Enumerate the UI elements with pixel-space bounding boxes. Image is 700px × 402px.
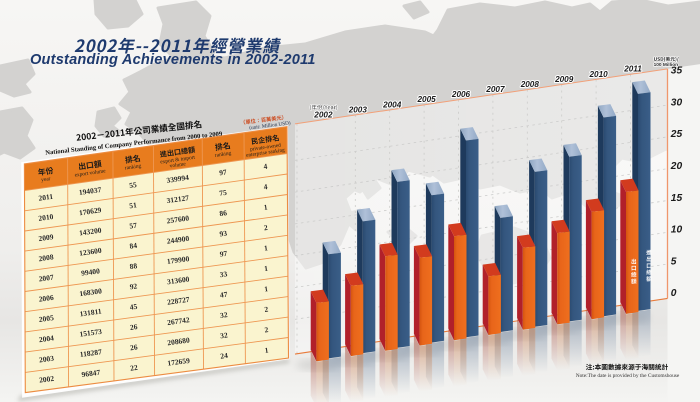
svg-text:export volume: export volume bbox=[74, 168, 106, 178]
svg-text:228727: 228727 bbox=[167, 295, 191, 307]
svg-text:1: 1 bbox=[263, 243, 268, 252]
svg-text:2010: 2010 bbox=[38, 212, 54, 223]
svg-text:2011: 2011 bbox=[623, 65, 642, 74]
svg-text:2009: 2009 bbox=[554, 75, 574, 84]
svg-text:55: 55 bbox=[129, 180, 138, 190]
svg-text:99400: 99400 bbox=[81, 266, 101, 277]
svg-text:2010: 2010 bbox=[588, 70, 608, 79]
svg-text:2: 2 bbox=[264, 325, 269, 334]
svg-text:0: 0 bbox=[671, 288, 677, 299]
svg-text:2: 2 bbox=[263, 223, 268, 232]
svg-text:97: 97 bbox=[219, 249, 228, 259]
svg-text:2006: 2006 bbox=[38, 293, 54, 304]
svg-text:86: 86 bbox=[219, 208, 228, 218]
svg-text:32: 32 bbox=[220, 330, 229, 340]
svg-text:Note:The date is provided by t: Note:The date is provided by the Customs… bbox=[576, 373, 680, 379]
svg-text:2009: 2009 bbox=[38, 232, 54, 243]
svg-text:2002: 2002 bbox=[39, 374, 55, 385]
svg-text:2002: 2002 bbox=[313, 110, 333, 119]
svg-text:1: 1 bbox=[264, 264, 269, 273]
svg-text:5: 5 bbox=[671, 256, 677, 267]
svg-text:1: 1 bbox=[264, 284, 269, 293]
svg-text:179900: 179900 bbox=[166, 254, 190, 266]
svg-text:2: 2 bbox=[264, 305, 269, 314]
svg-text:2008: 2008 bbox=[38, 252, 54, 263]
svg-text:year: year bbox=[41, 176, 51, 183]
svg-text:ranking: ranking bbox=[214, 151, 231, 159]
svg-text:339994: 339994 bbox=[166, 173, 190, 185]
svg-text:32: 32 bbox=[219, 310, 228, 320]
svg-text:194037: 194037 bbox=[78, 185, 102, 197]
svg-text:97: 97 bbox=[219, 167, 228, 177]
svg-text:313600: 313600 bbox=[166, 274, 190, 286]
svg-text:2003: 2003 bbox=[348, 105, 368, 114]
svg-text:47: 47 bbox=[219, 290, 228, 300]
svg-text:143200: 143200 bbox=[78, 225, 102, 237]
svg-text:100 Million: 100 Million bbox=[654, 62, 679, 68]
svg-text:312127: 312127 bbox=[166, 193, 190, 205]
svg-text:20: 20 bbox=[670, 161, 683, 172]
svg-text:26: 26 bbox=[129, 342, 138, 352]
svg-text:118287: 118287 bbox=[79, 347, 102, 359]
svg-text:2005: 2005 bbox=[38, 313, 54, 324]
svg-text:57: 57 bbox=[129, 221, 138, 231]
svg-text:208680: 208680 bbox=[167, 335, 191, 347]
svg-text:30: 30 bbox=[671, 97, 683, 108]
svg-text:1: 1 bbox=[264, 345, 269, 354]
svg-text:2003: 2003 bbox=[38, 354, 54, 365]
svg-text:2006: 2006 bbox=[451, 90, 471, 99]
svg-text:33: 33 bbox=[219, 269, 228, 279]
svg-text:168300: 168300 bbox=[79, 286, 103, 298]
svg-text:131811: 131811 bbox=[79, 307, 102, 319]
svg-text:51: 51 bbox=[129, 200, 138, 210]
svg-text:2005: 2005 bbox=[416, 95, 436, 104]
svg-text:75: 75 bbox=[219, 188, 228, 198]
svg-text:88: 88 bbox=[129, 261, 138, 271]
svg-text:257600: 257600 bbox=[166, 213, 190, 225]
svg-text:244900: 244900 bbox=[166, 234, 190, 246]
svg-text:35: 35 bbox=[671, 66, 683, 77]
svg-text:45: 45 bbox=[129, 302, 138, 312]
svg-text:123600: 123600 bbox=[79, 246, 103, 258]
svg-text:24: 24 bbox=[220, 351, 229, 361]
svg-text:ranking: ranking bbox=[124, 163, 141, 171]
svg-text:10: 10 bbox=[671, 225, 683, 236]
svg-text:15: 15 bbox=[671, 193, 683, 204]
svg-text:25: 25 bbox=[670, 129, 683, 140]
svg-text:170629: 170629 bbox=[78, 205, 102, 217]
svg-text:22: 22 bbox=[130, 363, 139, 373]
svg-text:volume: volume bbox=[169, 161, 186, 169]
svg-text:92: 92 bbox=[129, 281, 138, 291]
svg-text:172659: 172659 bbox=[167, 356, 191, 368]
svg-text:151573: 151573 bbox=[79, 327, 103, 339]
svg-text:1: 1 bbox=[263, 202, 268, 211]
svg-text:2004: 2004 bbox=[382, 100, 402, 109]
svg-text:2011: 2011 bbox=[38, 192, 54, 203]
svg-text:2004: 2004 bbox=[38, 333, 54, 344]
svg-text:267742: 267742 bbox=[167, 315, 191, 327]
svg-text:Outstanding Achievements in 20: Outstanding Achievements in 2002-2011 bbox=[30, 52, 316, 68]
svg-text:private-owned: private-owned bbox=[250, 143, 282, 153]
svg-text:93: 93 bbox=[219, 229, 228, 239]
svg-text:26: 26 bbox=[129, 322, 138, 332]
svg-text:enterprise ranking: enterprise ranking bbox=[246, 147, 286, 158]
svg-text:96847: 96847 bbox=[81, 368, 101, 379]
svg-text:4: 4 bbox=[263, 182, 268, 191]
svg-text:4: 4 bbox=[263, 162, 268, 171]
svg-text:export & import: export & import bbox=[160, 155, 196, 166]
svg-text:2008: 2008 bbox=[520, 80, 540, 89]
svg-text:2007: 2007 bbox=[38, 273, 54, 284]
svg-text:84: 84 bbox=[129, 241, 138, 251]
svg-text:2007: 2007 bbox=[485, 85, 505, 94]
